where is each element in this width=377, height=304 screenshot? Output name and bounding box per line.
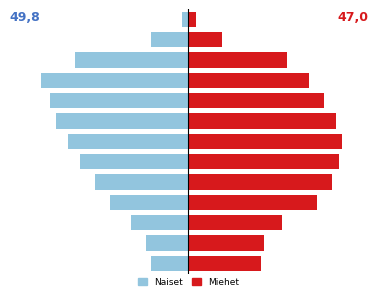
Bar [80,154,188,169]
Bar [188,174,332,190]
Bar [188,215,282,230]
Bar [95,174,188,190]
Bar [188,32,222,47]
Bar [151,256,188,271]
Bar [188,52,287,67]
Text: 49,8: 49,8 [9,11,40,24]
Bar [146,236,188,251]
Bar [68,134,188,149]
Bar [75,52,188,67]
Bar [188,113,336,129]
Legend: Naiset, Miehet: Naiset, Miehet [134,274,243,290]
Bar [188,134,342,149]
Bar [41,73,188,88]
Bar [50,93,188,108]
Bar [188,236,264,251]
Bar [188,73,309,88]
Bar [182,12,188,27]
Bar [151,32,188,47]
Bar [188,93,324,108]
Bar [188,154,339,169]
Bar [56,113,188,129]
Bar [188,12,196,27]
Bar [188,195,317,210]
Bar [110,195,188,210]
Bar [131,215,188,230]
Text: 47,0: 47,0 [337,11,368,24]
Bar [188,256,261,271]
